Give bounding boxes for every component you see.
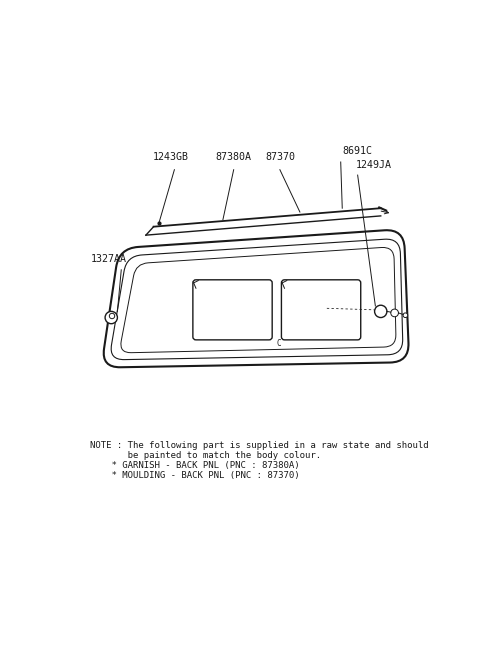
Text: * MOULDING - BACK PNL (PNC : 87370): * MOULDING - BACK PNL (PNC : 87370) bbox=[90, 471, 300, 480]
Circle shape bbox=[391, 309, 398, 317]
FancyBboxPatch shape bbox=[281, 280, 361, 340]
PathPatch shape bbox=[104, 230, 408, 367]
Text: 87380A: 87380A bbox=[216, 152, 252, 162]
PathPatch shape bbox=[121, 248, 396, 353]
Text: C: C bbox=[277, 339, 281, 348]
Text: 1327AA: 1327AA bbox=[90, 254, 126, 263]
Circle shape bbox=[105, 311, 118, 324]
Text: 1243GB: 1243GB bbox=[153, 152, 189, 162]
Text: NOTE : The following part is supplied in a raw state and should: NOTE : The following part is supplied in… bbox=[90, 441, 429, 450]
FancyBboxPatch shape bbox=[193, 280, 272, 340]
Circle shape bbox=[109, 313, 115, 319]
Text: * GARNISH - BACK PNL (PNC : 87380A): * GARNISH - BACK PNL (PNC : 87380A) bbox=[90, 461, 300, 470]
Text: be painted to match the body colour.: be painted to match the body colour. bbox=[90, 451, 322, 460]
Text: 87370: 87370 bbox=[265, 152, 295, 162]
Circle shape bbox=[403, 313, 408, 317]
Text: 1249JA: 1249JA bbox=[356, 160, 392, 170]
Text: 8691C: 8691C bbox=[342, 146, 372, 156]
Circle shape bbox=[374, 306, 387, 317]
PathPatch shape bbox=[111, 239, 403, 359]
